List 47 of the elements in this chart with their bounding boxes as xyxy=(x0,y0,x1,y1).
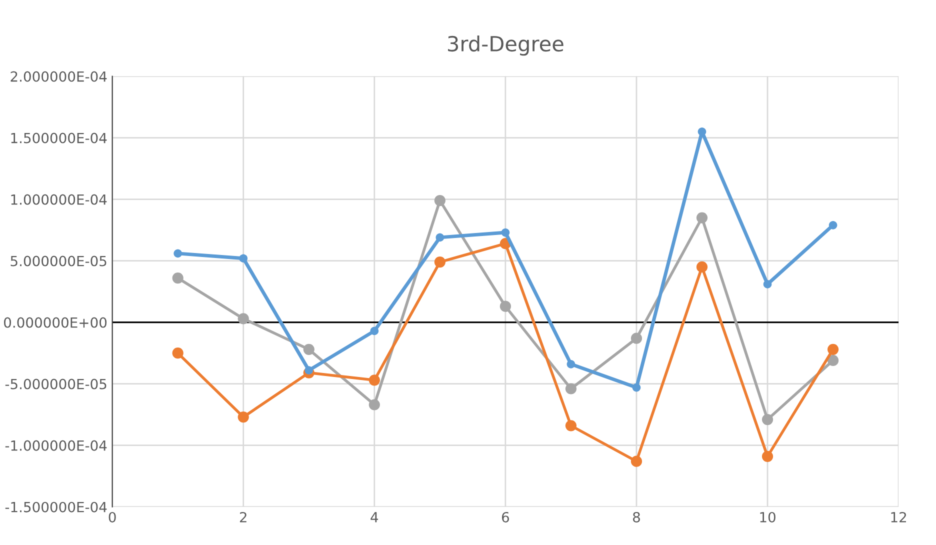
point xyxy=(762,414,774,426)
y-tick-label: -5.000000E-05 xyxy=(5,378,106,390)
point xyxy=(565,420,577,432)
point xyxy=(303,344,314,355)
point xyxy=(172,348,184,359)
point xyxy=(763,280,772,288)
point xyxy=(368,399,380,410)
point xyxy=(696,261,708,273)
x-tick-label: 2 xyxy=(240,512,246,522)
point xyxy=(239,254,248,263)
point xyxy=(630,332,642,344)
x-tick-label: 8 xyxy=(633,512,640,522)
point xyxy=(174,249,182,258)
point xyxy=(238,411,249,423)
point xyxy=(630,456,642,467)
point xyxy=(436,233,444,242)
y-tick-label: 0.000000E+00 xyxy=(4,317,107,328)
x-tick-label: 12 xyxy=(891,512,906,522)
point xyxy=(368,374,380,386)
point xyxy=(696,212,708,224)
point xyxy=(501,228,510,237)
y-tick-label: -1.500000E-04 xyxy=(5,502,107,512)
chart-title: 3rd-Degree xyxy=(448,35,564,56)
point xyxy=(172,272,184,284)
x-tick-label: 4 xyxy=(370,512,378,522)
y-tick-label: 1.500000E-04 xyxy=(11,132,107,144)
point xyxy=(828,220,838,230)
y-tick-label: 5.000000E-05 xyxy=(10,256,106,266)
point xyxy=(827,354,839,366)
point xyxy=(500,300,511,312)
point xyxy=(632,383,641,392)
point xyxy=(566,360,576,368)
point xyxy=(434,256,446,268)
y-tick-label: 2.000000E-04 xyxy=(10,71,107,82)
x-tick-label: 6 xyxy=(502,512,509,522)
point xyxy=(434,194,446,206)
y-tick-label: 1.000000E-04 xyxy=(11,194,107,205)
y-tick-label: -1.000000E-04 xyxy=(5,440,107,451)
x-tick-label: 10 xyxy=(760,512,776,522)
point xyxy=(762,450,774,462)
point xyxy=(698,127,706,136)
point xyxy=(565,383,577,394)
point xyxy=(238,313,249,324)
x-tick-label: 0 xyxy=(108,512,116,522)
point xyxy=(370,326,379,336)
point xyxy=(304,366,314,374)
point xyxy=(827,344,839,355)
